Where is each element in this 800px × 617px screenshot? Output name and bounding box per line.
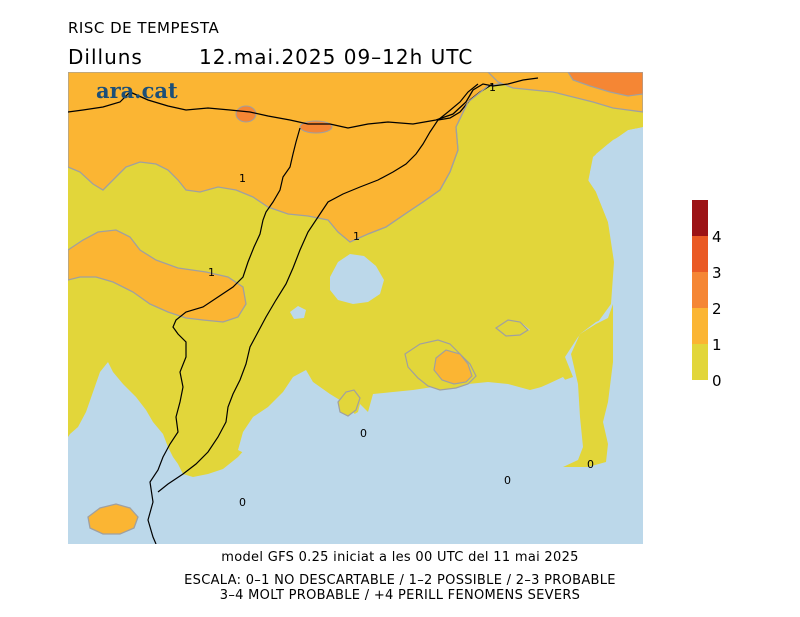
contour-label-1-coast: 1 bbox=[353, 230, 360, 243]
contour-label-0-southeast: 0 bbox=[587, 458, 594, 471]
risk-area-2-3-northeast bbox=[567, 72, 643, 97]
sea-south-east-land bbox=[563, 304, 613, 467]
forecast-day: Dilluns bbox=[68, 45, 143, 69]
island-menorca bbox=[494, 319, 529, 337]
island-eivissa bbox=[337, 389, 361, 417]
sea-pocket-north bbox=[330, 254, 384, 304]
scale-description-line2: 3–4 MOLT PROBABLE / +4 PERILL FENOMENS S… bbox=[219, 588, 581, 603]
storm-risk-map: 1 1 1 1 0 0 0 0 bbox=[68, 72, 643, 544]
contour-label-1-west: 1 bbox=[208, 266, 215, 279]
legend-label-1: 1 bbox=[712, 336, 722, 354]
coastline-north bbox=[367, 85, 489, 235]
forecast-datetime: 12.mai.2025 09–12h UTC bbox=[199, 45, 474, 69]
legend-swatch-1-2 bbox=[692, 308, 708, 344]
sea-south-inner bbox=[236, 370, 573, 544]
risk-area-1-2-southwest bbox=[87, 503, 139, 535]
risk-area-2-3-spot-a bbox=[235, 105, 257, 123]
legend-swatch-2-3 bbox=[692, 272, 708, 308]
border-east-sea-land bbox=[437, 83, 479, 121]
contour-label-1-pyrenees: 1 bbox=[239, 172, 246, 185]
border-aragon-valencia bbox=[68, 91, 131, 113]
small-lake bbox=[290, 306, 306, 319]
map-title: RISC DE TEMPESTA bbox=[68, 19, 220, 37]
risk-area-1-2-mallorca bbox=[433, 349, 473, 385]
legend-label-0: 0 bbox=[712, 372, 722, 390]
legend-swatch-4-plus bbox=[692, 200, 708, 236]
contour-label-1-north: 1 bbox=[489, 81, 496, 94]
legend-swatch-0-1 bbox=[692, 344, 708, 380]
legend-label-4: 4 bbox=[712, 228, 722, 246]
scale-description-line1: ESCALA: 0–1 NO DESCARTABLE / 1–2 POSSIBL… bbox=[184, 573, 616, 588]
aracat-logo: ara.cat bbox=[96, 78, 178, 103]
border-coast-catalunya bbox=[157, 119, 439, 493]
risk-area-1-2-west bbox=[68, 229, 247, 323]
contour-label-0-mallorca: 0 bbox=[360, 427, 367, 440]
legend-swatch-3-4 bbox=[692, 236, 708, 272]
border-france bbox=[129, 77, 539, 129]
legend-label-2: 2 bbox=[712, 300, 722, 318]
model-info: model GFS 0.25 iniciat a les 00 UTC del … bbox=[221, 550, 579, 565]
contour-label-0-southwest: 0 bbox=[239, 496, 246, 509]
contour-label-0-south: 0 bbox=[504, 474, 511, 487]
border-aragon-catalunya bbox=[147, 127, 301, 544]
legend: 0 1 2 3 4 bbox=[692, 200, 742, 390]
legend-label-3: 3 bbox=[712, 264, 722, 282]
